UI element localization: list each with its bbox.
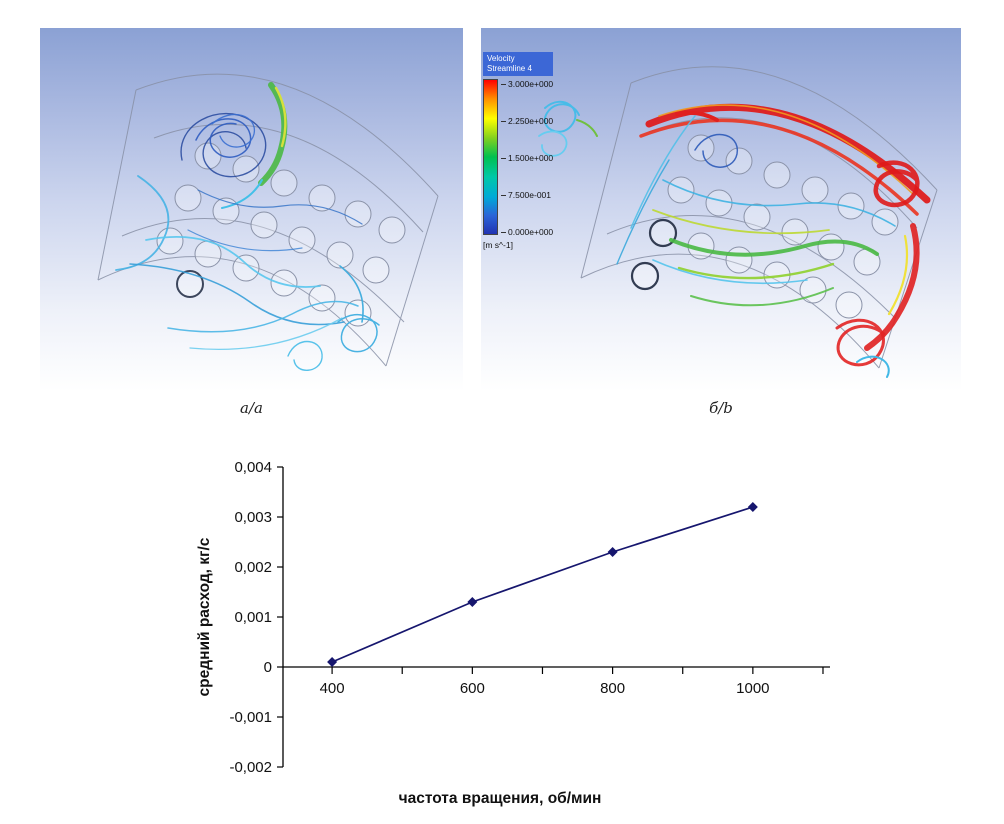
data-series-line (331, 506, 754, 663)
cfd-panel-a (40, 28, 463, 391)
cfd-panel-b: Velocity Streamline 4 3.000e+000 2.250e+0… (481, 28, 961, 391)
colorbar (483, 79, 498, 235)
data-point-marker (607, 547, 618, 557)
flow-chart: 0,004 0,003 0,002 0,001 0 -0,001 -0,002 400 600 8… (0, 452, 1004, 824)
y-axis-label: средний расход, кг/с (196, 537, 213, 697)
y-tick-label: 0 (264, 659, 272, 676)
cfd-streamlines-a-graphic (97, 73, 439, 371)
colorbar-body: 3.000e+000 2.250e+000 1.500e+000 7.500e-001… (483, 79, 593, 237)
x-tick-label: 1000 (736, 680, 769, 697)
y-tick-label: -0,001 (229, 709, 272, 726)
cfd-streamlines-b-graphic (538, 66, 938, 378)
streamlines-a (115, 82, 380, 371)
sector-outline-b (580, 66, 938, 369)
y-tick-label: 0,004 (234, 459, 272, 476)
cfd-panels: Velocity Streamline 4 3.000e+000 2.250e+0… (40, 28, 961, 391)
x-tick-label: 800 (600, 680, 625, 697)
y-tick-label: 0,001 (234, 609, 272, 626)
data-point-marker (747, 502, 758, 512)
velocity-legend: Velocity Streamline 4 3.000e+000 2.250e+0… (483, 52, 593, 250)
x-axis-label: частота вращения, об/мин (398, 790, 602, 807)
y-tick-label: -0,002 (229, 759, 272, 776)
legend-tick-label: 0.000e+000 (501, 227, 553, 237)
legend-tick-label: 2.250e+000 (501, 116, 553, 126)
legend-tick-label: 3.000e+000 (501, 79, 553, 89)
legend-units: [m s^-1] (483, 240, 513, 250)
data-point-marker (327, 657, 338, 667)
legend-title-line2: Streamline 4 (487, 64, 532, 73)
x-tick-label: 600 (460, 680, 485, 697)
streamlines-b (538, 100, 931, 378)
caption-b: б/b (709, 399, 733, 417)
y-tick-label: 0,003 (234, 509, 272, 526)
flow-chart-plot: 0,004 0,003 0,002 0,001 0 -0,001 -0,002 400 600 8… (229, 459, 830, 776)
tube-circles-b (630, 134, 899, 319)
data-point-marker (467, 597, 478, 607)
y-tick-label: 0,002 (234, 559, 272, 576)
legend-tick-label: 7.500e-001 (501, 190, 553, 200)
x-tick-label: 400 (320, 680, 345, 697)
legend-title-line1: Velocity (487, 54, 515, 63)
caption-a: а/а (240, 399, 263, 417)
legend-tick-label: 1.500e+000 (501, 153, 553, 163)
colorbar-labels: 3.000e+000 2.250e+000 1.500e+000 7.500e-001… (501, 79, 553, 237)
tube-circles-a (156, 142, 406, 327)
legend-title: Velocity Streamline 4 (483, 52, 553, 76)
